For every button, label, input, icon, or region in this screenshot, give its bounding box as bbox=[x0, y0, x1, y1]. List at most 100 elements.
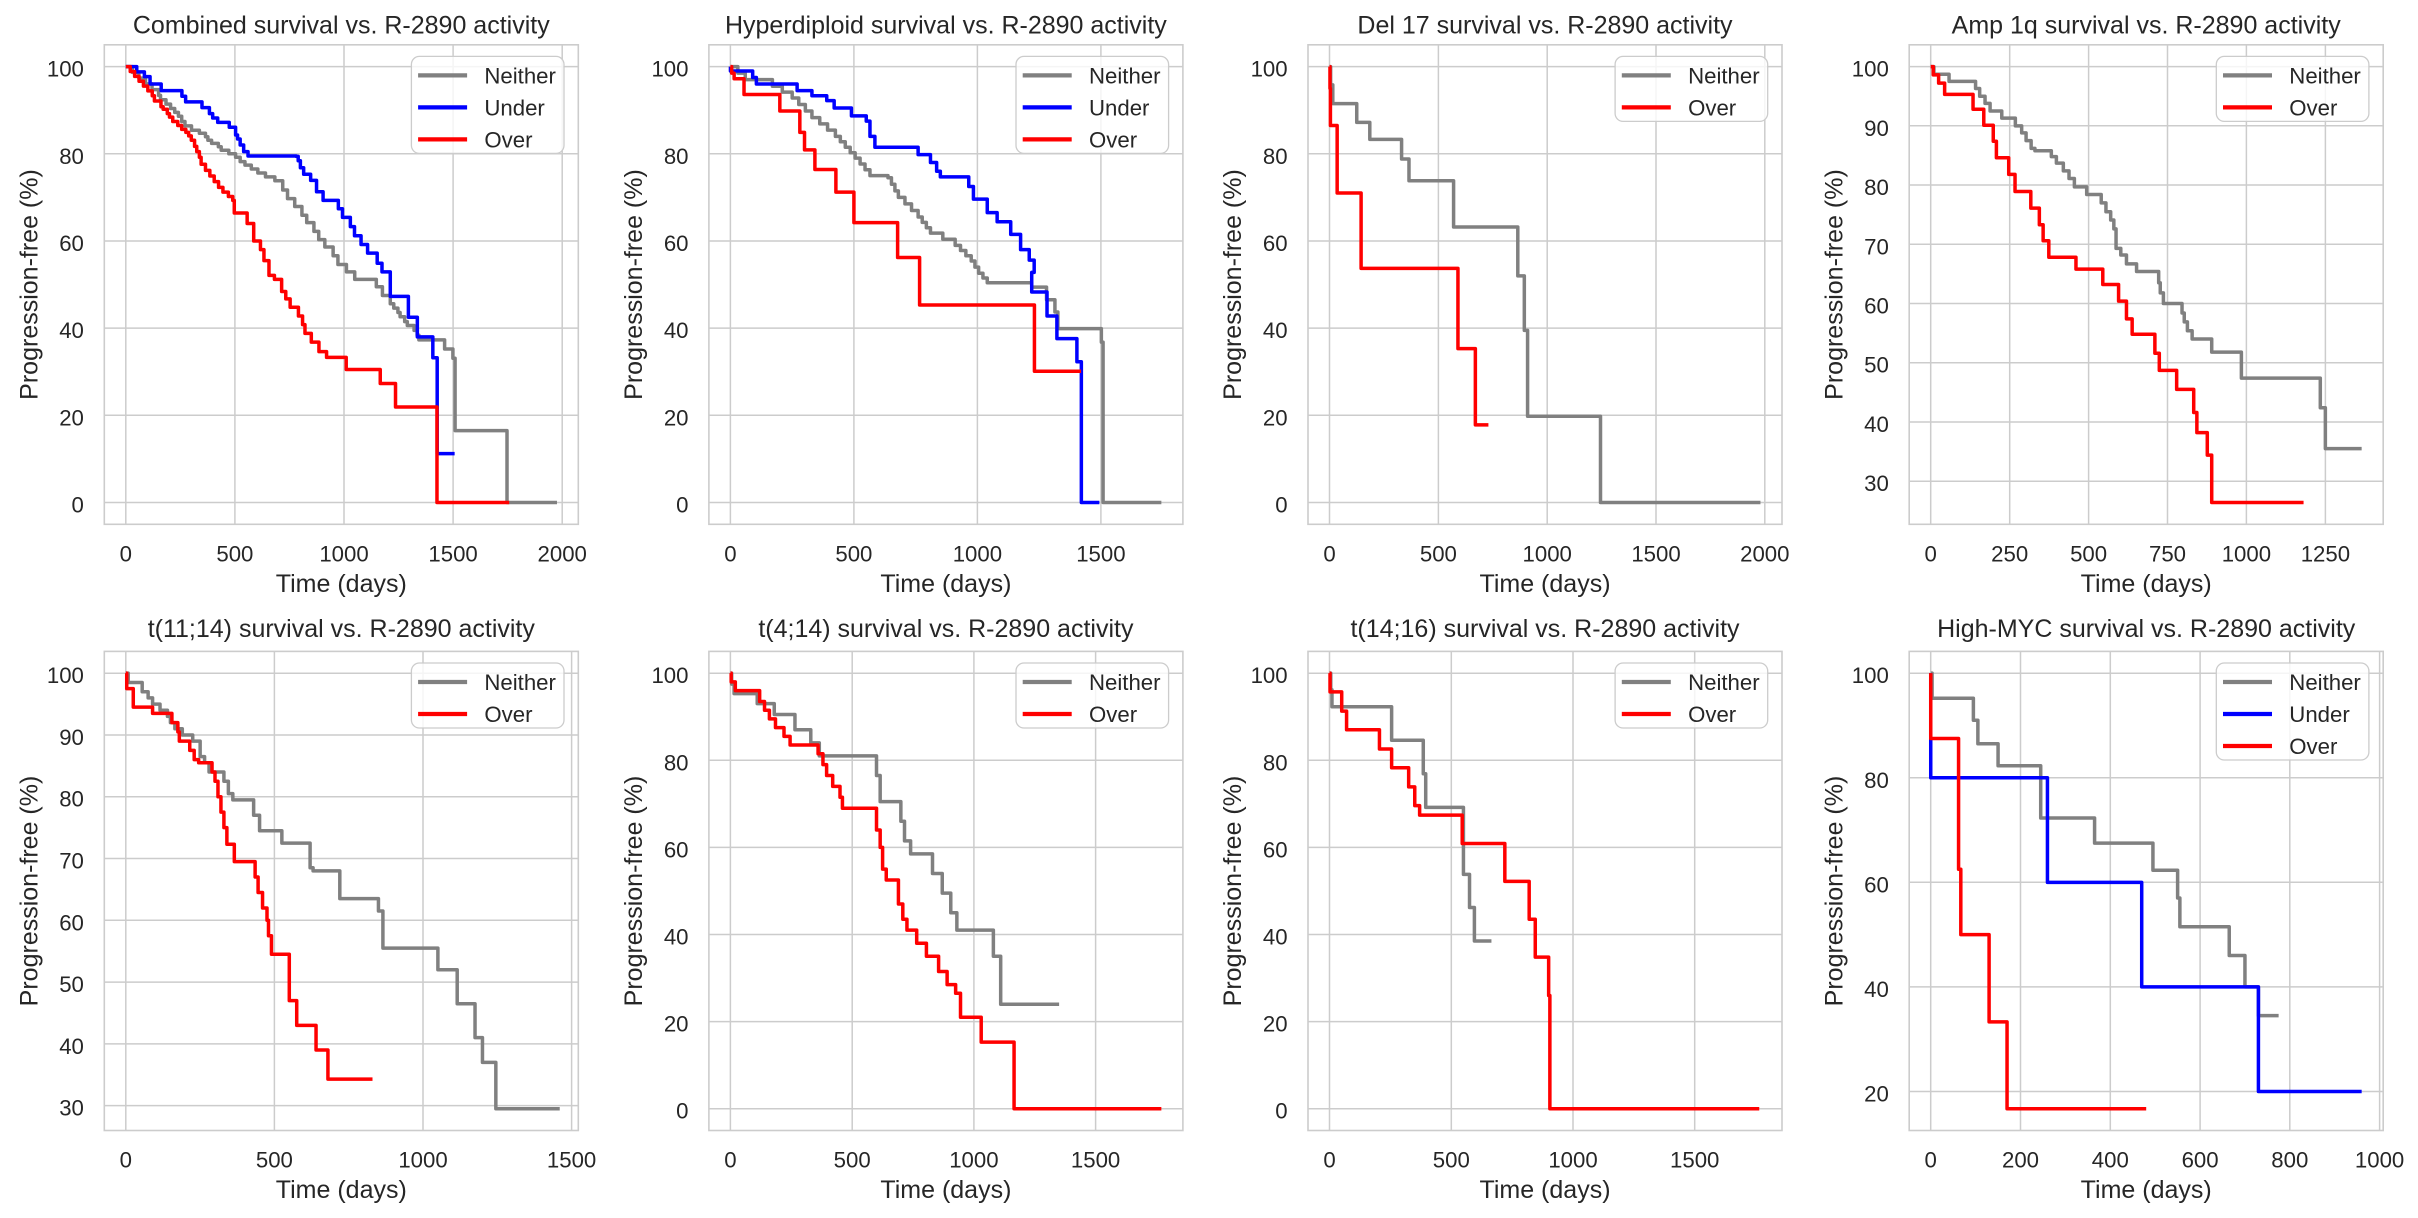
svg-text:500: 500 bbox=[1433, 1148, 1470, 1173]
svg-text:40: 40 bbox=[1864, 412, 1889, 437]
svg-text:Neither: Neither bbox=[2289, 64, 2361, 89]
svg-text:80: 80 bbox=[59, 787, 84, 812]
svg-text:1000: 1000 bbox=[2222, 541, 2271, 566]
svg-text:40: 40 bbox=[59, 318, 84, 343]
svg-text:500: 500 bbox=[256, 1148, 293, 1173]
svg-text:20: 20 bbox=[664, 405, 689, 430]
svg-text:Progression-free (%): Progression-free (%) bbox=[620, 776, 648, 1007]
svg-text:20: 20 bbox=[1864, 1082, 1889, 1107]
svg-text:0: 0 bbox=[72, 493, 84, 518]
svg-text:0: 0 bbox=[724, 1148, 736, 1173]
svg-text:Over: Over bbox=[1688, 702, 1737, 727]
svg-text:Neither: Neither bbox=[1089, 64, 1161, 89]
svg-text:0: 0 bbox=[1323, 541, 1335, 566]
svg-text:60: 60 bbox=[1864, 294, 1889, 319]
svg-text:30: 30 bbox=[59, 1096, 84, 1121]
svg-text:100: 100 bbox=[651, 663, 688, 688]
svg-text:t(11;14) survival vs. R-2890 a: t(11;14) survival vs. R-2890 activity bbox=[148, 615, 536, 643]
svg-text:1000: 1000 bbox=[2355, 1148, 2404, 1173]
svg-text:Time (days): Time (days) bbox=[276, 570, 407, 598]
svg-text:0: 0 bbox=[1275, 493, 1287, 518]
svg-text:Time (days): Time (days) bbox=[2081, 1176, 2212, 1204]
svg-text:500: 500 bbox=[1420, 541, 1457, 566]
svg-text:Time (days): Time (days) bbox=[880, 570, 1011, 598]
svg-text:Time (days): Time (days) bbox=[1479, 1176, 1610, 1204]
svg-text:60: 60 bbox=[664, 231, 689, 256]
svg-text:Neither: Neither bbox=[484, 670, 556, 695]
svg-text:Hyperdiploid survival vs. R-28: Hyperdiploid survival vs. R-2890 activit… bbox=[725, 11, 1167, 39]
svg-text:Neither: Neither bbox=[1688, 670, 1760, 695]
svg-text:Time (days): Time (days) bbox=[276, 1176, 407, 1204]
svg-text:800: 800 bbox=[2271, 1148, 2308, 1173]
svg-text:80: 80 bbox=[1864, 768, 1889, 793]
svg-text:Progression-free (%): Progression-free (%) bbox=[16, 776, 44, 1007]
svg-text:80: 80 bbox=[664, 750, 689, 775]
svg-text:Neither: Neither bbox=[2289, 670, 2361, 695]
svg-text:Over: Over bbox=[1688, 96, 1737, 121]
svg-text:t(4;14) survival vs. R-2890 ac: t(4;14) survival vs. R-2890 activity bbox=[758, 615, 1134, 643]
svg-text:1500: 1500 bbox=[428, 541, 477, 566]
svg-text:100: 100 bbox=[1852, 663, 1889, 688]
svg-text:60: 60 bbox=[664, 837, 689, 862]
svg-text:Time (days): Time (days) bbox=[2081, 570, 2212, 598]
svg-text:100: 100 bbox=[47, 57, 84, 82]
svg-text:Under: Under bbox=[484, 96, 545, 121]
svg-text:1500: 1500 bbox=[1071, 1148, 1120, 1173]
svg-text:500: 500 bbox=[835, 541, 872, 566]
svg-text:Under: Under bbox=[1089, 96, 1150, 121]
svg-text:40: 40 bbox=[59, 1034, 84, 1059]
svg-text:1500: 1500 bbox=[1076, 541, 1125, 566]
svg-text:50: 50 bbox=[1864, 353, 1889, 378]
svg-text:Neither: Neither bbox=[1089, 670, 1161, 695]
svg-text:Time (days): Time (days) bbox=[880, 1176, 1011, 1204]
svg-text:100: 100 bbox=[1852, 57, 1889, 82]
svg-text:Over: Over bbox=[1089, 128, 1138, 153]
svg-text:1500: 1500 bbox=[1631, 541, 1680, 566]
svg-text:1000: 1000 bbox=[398, 1148, 447, 1173]
svg-text:80: 80 bbox=[1263, 750, 1288, 775]
svg-text:70: 70 bbox=[1864, 234, 1889, 259]
svg-text:80: 80 bbox=[1864, 175, 1889, 200]
svg-text:t(14;16) survival vs. R-2890 a: t(14;16) survival vs. R-2890 activity bbox=[1350, 615, 1740, 643]
svg-text:1000: 1000 bbox=[953, 541, 1002, 566]
svg-text:Combined survival vs. R-2890 a: Combined survival vs. R-2890 activity bbox=[133, 11, 550, 39]
svg-text:0: 0 bbox=[1275, 1099, 1287, 1124]
svg-text:0: 0 bbox=[120, 1148, 132, 1173]
svg-text:1250: 1250 bbox=[2301, 541, 2350, 566]
svg-text:Progression-free (%): Progression-free (%) bbox=[16, 169, 44, 400]
svg-text:100: 100 bbox=[651, 57, 688, 82]
svg-text:30: 30 bbox=[1864, 471, 1889, 496]
svg-text:0: 0 bbox=[724, 541, 736, 566]
svg-text:100: 100 bbox=[47, 663, 84, 688]
svg-text:100: 100 bbox=[1251, 663, 1288, 688]
svg-text:Del 17 survival vs. R-2890 act: Del 17 survival vs. R-2890 activity bbox=[1357, 11, 1733, 39]
svg-text:40: 40 bbox=[1263, 925, 1288, 950]
svg-text:Progression-free (%): Progression-free (%) bbox=[620, 169, 648, 400]
svg-text:Time (days): Time (days) bbox=[1479, 570, 1610, 598]
svg-text:60: 60 bbox=[1263, 837, 1288, 862]
svg-text:200: 200 bbox=[2002, 1148, 2039, 1173]
svg-text:60: 60 bbox=[1864, 872, 1889, 897]
svg-text:100: 100 bbox=[1251, 57, 1288, 82]
svg-text:500: 500 bbox=[216, 541, 253, 566]
svg-text:0: 0 bbox=[1323, 1148, 1335, 1173]
svg-text:80: 80 bbox=[1263, 144, 1288, 169]
svg-text:Over: Over bbox=[1089, 702, 1138, 727]
svg-text:60: 60 bbox=[59, 231, 84, 256]
svg-text:0: 0 bbox=[1925, 541, 1937, 566]
svg-text:Over: Over bbox=[2289, 96, 2338, 121]
svg-text:1000: 1000 bbox=[1523, 541, 1572, 566]
svg-text:0: 0 bbox=[676, 1099, 688, 1124]
svg-text:80: 80 bbox=[664, 144, 689, 169]
svg-text:500: 500 bbox=[2070, 541, 2107, 566]
svg-text:0: 0 bbox=[676, 493, 688, 518]
svg-text:High-MYC survival vs. R-2890 a: High-MYC survival vs. R-2890 activity bbox=[1937, 615, 2356, 643]
svg-text:90: 90 bbox=[59, 725, 84, 750]
svg-text:1500: 1500 bbox=[1670, 1148, 1719, 1173]
svg-text:Progression-free (%): Progression-free (%) bbox=[1219, 776, 1247, 1007]
svg-text:50: 50 bbox=[59, 972, 84, 997]
svg-text:80: 80 bbox=[59, 144, 84, 169]
svg-text:Progression-free (%): Progression-free (%) bbox=[1219, 169, 1247, 400]
svg-text:Over: Over bbox=[484, 702, 533, 727]
svg-text:Neither: Neither bbox=[1688, 64, 1760, 89]
